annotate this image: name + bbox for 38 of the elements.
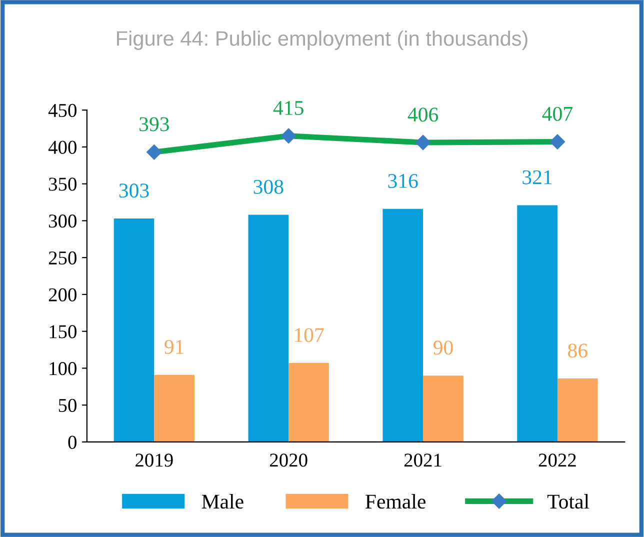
bar <box>517 205 558 442</box>
data-label: 308 <box>254 180 284 194</box>
data-label: 303 <box>119 184 149 198</box>
y-tick-label: 450 <box>48 104 76 118</box>
data-label: 86 <box>568 344 588 358</box>
data-label: 407 <box>542 106 572 121</box>
x-tick-label: 2021 <box>404 454 442 467</box>
y-tick-label: 100 <box>50 362 76 376</box>
y-tick-label: 350 <box>48 178 76 191</box>
bar <box>382 208 424 442</box>
data-label: 321 <box>522 170 552 184</box>
data-label: 406 <box>408 108 438 122</box>
y-tick-label: 300 <box>48 214 76 228</box>
data-label: 107 <box>294 328 324 342</box>
y-tick-label: 200 <box>48 288 76 302</box>
data-label: 393 <box>140 117 169 132</box>
x-tick-label: 2019 <box>136 454 173 467</box>
data-label: 316 <box>388 174 418 188</box>
bar <box>114 218 154 442</box>
y-tick-label: 400 <box>48 140 76 154</box>
y-tick-label: 250 <box>48 251 76 265</box>
x-tick-label: 2022 <box>538 454 576 467</box>
bar <box>557 378 598 442</box>
legend-label: Total <box>547 494 590 509</box>
legend-label: Female <box>365 494 426 509</box>
x-tick-label: 2020 <box>270 454 308 467</box>
y-tick-label: 150 <box>50 325 76 338</box>
bar <box>288 363 329 442</box>
bar <box>423 376 464 442</box>
bar <box>248 214 289 442</box>
y-tick-label: 50 <box>58 398 76 412</box>
bar <box>154 374 194 442</box>
data-label: 90 <box>433 340 453 355</box>
y-tick-label: 0 <box>68 436 76 449</box>
data-label: 91 <box>164 340 184 354</box>
data-label: 415 <box>273 101 304 115</box>
legend-label: Male <box>202 494 244 509</box>
chart-title: Figure 44: Public employment (in thousands) <box>117 30 528 50</box>
